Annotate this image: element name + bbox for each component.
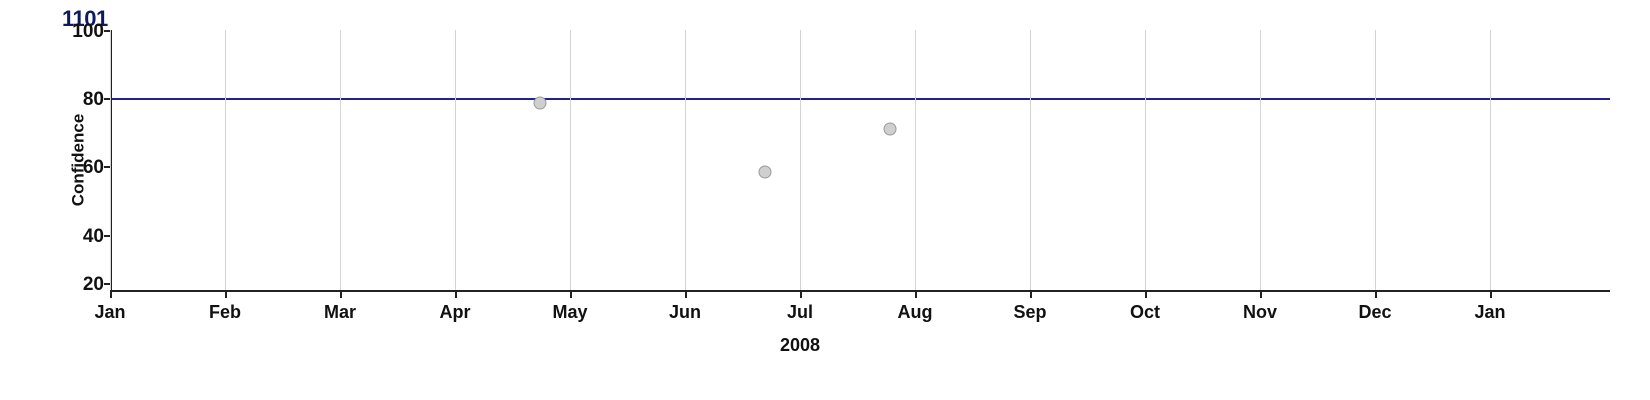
data-point-2[interactable] (759, 166, 772, 179)
y-tick-40: 40 (72, 226, 104, 248)
x-tick-label-jan1: Jan (94, 302, 125, 323)
x-tick-mark-dec (1375, 290, 1377, 298)
x-tick-label-may: May (552, 302, 587, 323)
gridline-jan2 (1490, 30, 1491, 290)
x-tick-label-aug: Aug (898, 302, 933, 323)
gridline-apr (455, 30, 456, 290)
x-tick-mark-oct (1145, 290, 1147, 298)
x-tick-mark-jan1 (110, 290, 112, 298)
x-axis-line (110, 290, 1610, 292)
gridline-sep (1030, 30, 1031, 290)
gridline-jul (800, 30, 801, 290)
gridline-mar (340, 30, 341, 290)
x-tick-label-feb: Feb (209, 302, 241, 323)
x-tick-mark-jan2 (1490, 290, 1492, 298)
gridline-jun (685, 30, 686, 290)
x-tick-label-mar: Mar (324, 302, 356, 323)
plot-area: Confidence 100 80 60 40 20 Jan Feb Mar A… (110, 30, 1610, 290)
gridline-nov (1260, 30, 1261, 290)
year-label: 2008 (780, 335, 820, 356)
gridline-oct (1145, 30, 1146, 290)
x-tick-label-oct: Oct (1130, 302, 1160, 323)
gridline-feb (225, 30, 226, 290)
gridline-aug (915, 30, 916, 290)
gridline-jan1 (110, 30, 111, 290)
x-tick-label-jul: Jul (787, 302, 813, 323)
y-tick-20: 20 (72, 274, 104, 296)
x-tick-label-dec: Dec (1358, 302, 1391, 323)
x-tick-mark-feb (225, 290, 227, 298)
chart-container: 1101 Confidence 100 80 60 40 20 Jan Feb (0, 0, 1650, 400)
x-tick-mark-apr (455, 290, 457, 298)
x-tick-label-jan2: Jan (1474, 302, 1505, 323)
gridline-may (570, 30, 571, 290)
y-tick-100: 100 (72, 21, 104, 43)
x-tick-label-apr: Apr (440, 302, 471, 323)
x-tick-mark-aug (915, 290, 917, 298)
x-tick-mark-mar (340, 290, 342, 298)
x-tick-label-sep: Sep (1013, 302, 1046, 323)
data-point-3[interactable] (884, 122, 897, 135)
y-tick-80: 80 (72, 89, 104, 111)
reference-line-80 (110, 98, 1610, 100)
x-tick-mark-may (570, 290, 572, 298)
gridline-dec (1375, 30, 1376, 290)
x-tick-label-nov: Nov (1243, 302, 1277, 323)
x-tick-mark-nov (1260, 290, 1262, 298)
y-tick-60: 60 (72, 157, 104, 179)
x-tick-mark-jun (685, 290, 687, 298)
x-tick-mark-jul (800, 290, 802, 298)
x-tick-mark-sep (1030, 290, 1032, 298)
x-tick-label-jun: Jun (669, 302, 701, 323)
data-point-1[interactable] (534, 97, 547, 110)
